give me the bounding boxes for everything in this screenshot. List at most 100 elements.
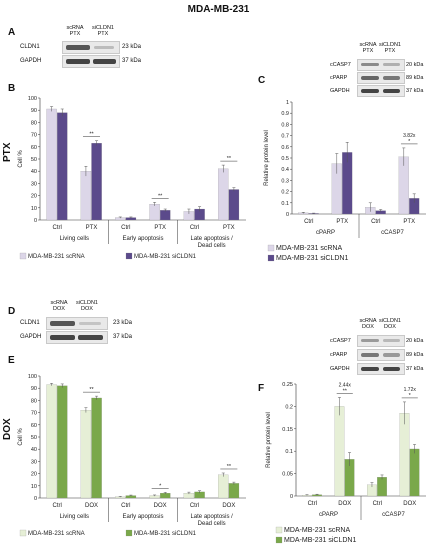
group-label: cCASP7 xyxy=(381,230,404,236)
blot-d-row1-kda: 23 kDa xyxy=(113,320,133,326)
y-axis-label: Relative protein level xyxy=(264,130,270,186)
y-tick-label: 0.25 xyxy=(282,382,293,388)
y-tick-label: 0 xyxy=(34,496,37,502)
y-tick-label: 0 xyxy=(286,212,289,218)
group-label: Early apoptosis xyxy=(122,236,163,242)
blot-a-row1-name: CLDN1 xyxy=(20,44,40,50)
x-tick-label: PTX xyxy=(154,225,166,231)
x-tick-label: Ctrl xyxy=(371,219,380,225)
blot-d-row1-image xyxy=(46,317,108,330)
blot-d-row1-name: CLDN1 xyxy=(20,320,40,326)
legend-swatch xyxy=(275,526,283,534)
x-tick-label: Ctrl xyxy=(52,503,61,509)
x-tick-label: DOX xyxy=(222,503,235,509)
y-axis-label: Cell % xyxy=(18,150,24,168)
blot-f-lane1: scRNA DOX xyxy=(359,318,377,330)
bar xyxy=(91,397,102,499)
y-tick-label: 40 xyxy=(31,447,37,453)
y-tick-label: 0 xyxy=(34,218,37,224)
y-tick-label: 0.7 xyxy=(281,134,289,140)
blot-c-row3-name: GAPDH xyxy=(330,88,350,94)
x-tick-label: Ctrl xyxy=(190,225,199,231)
blot-f: scRNA DOX siCLDN1 DOX cCASP7 20 kDa cPARP … xyxy=(330,318,435,380)
group-label: Living cells xyxy=(60,236,89,242)
fold-change-label: 3.82x xyxy=(403,133,416,139)
blot-c-row1-kda: 20 kDa xyxy=(406,62,424,68)
y-tick-label: 0.4 xyxy=(281,167,289,173)
blot-f-row1-image xyxy=(357,335,405,347)
fold-change-label: 2.44x xyxy=(339,382,352,388)
panel-label-d: D xyxy=(8,306,16,317)
y-tick-label: 0.2 xyxy=(285,404,293,410)
y-tick-label: 0.1 xyxy=(285,449,293,455)
bar xyxy=(399,413,410,497)
y-tick-label: 90 xyxy=(31,386,37,392)
x-tick-label: Ctrl xyxy=(121,503,130,509)
blot-c-lane2: siCLDN1 PTX xyxy=(378,42,401,54)
blot-a-row2-image xyxy=(62,55,120,68)
significance-marker: * xyxy=(159,483,162,489)
x-tick-label: Ctrl xyxy=(190,503,199,509)
group-label: cPARP xyxy=(319,512,338,518)
chart-e: 0 10 20 30 40 50 60 70 80 90 100 Cell % Ctrl DOX Ctrl D… xyxy=(18,374,246,537)
blot-c-row2-name: cPARP xyxy=(330,75,348,81)
bar xyxy=(149,204,160,221)
x-tick-label: Ctrl xyxy=(373,501,382,507)
significance-marker: ** xyxy=(89,132,94,138)
blot-f-row2-kda: 89 kDa xyxy=(406,352,424,358)
x-tick-label: PTX xyxy=(403,219,415,225)
legend-label: MDA-MB-231 siCLDN1 xyxy=(284,537,356,544)
y-tick-label: 70 xyxy=(31,133,37,139)
x-tick-label: Ctrl xyxy=(121,225,130,231)
blot-d-row2-kda: 37 kDa xyxy=(113,334,133,340)
blot-f-row2-name: cPARP xyxy=(330,352,348,358)
y-tick-label: 90 xyxy=(31,108,37,114)
y-tick-label: 50 xyxy=(31,157,37,163)
y-tick-label: 60 xyxy=(31,423,37,429)
blot-c-row1-image xyxy=(357,59,405,71)
blot-d-row2-image xyxy=(46,331,108,344)
significance-marker: * xyxy=(408,139,411,145)
x-tick-label: Ctrl xyxy=(308,501,317,507)
y-axis-label: Relative protein level xyxy=(266,412,272,468)
blot-c-row2-kda: 89 kDa xyxy=(406,75,424,81)
x-tick-label: DOX xyxy=(154,503,167,509)
panel-label-b: B xyxy=(8,83,16,94)
group-label: Dead cells xyxy=(198,521,226,527)
significance-marker: ** xyxy=(227,156,232,162)
y-tick-label: 0.3 xyxy=(281,178,289,184)
bar xyxy=(91,143,102,221)
bar xyxy=(57,112,68,221)
y-tick-label: 70 xyxy=(31,411,37,417)
legend-label: MDA-MB-231 scRNA xyxy=(28,531,85,537)
legend-label: MDA-MB-231 scRNA xyxy=(28,254,85,260)
blot-a-lane1: scRNA PTX xyxy=(66,25,84,37)
significance-marker: ** xyxy=(343,388,348,394)
group-label: Dead cells xyxy=(198,243,226,249)
y-tick-label: 80 xyxy=(31,398,37,404)
side-label-ptx: PTX xyxy=(2,142,13,162)
group-label: Late apoptosis / xyxy=(190,236,233,242)
blot-a-row2-kda: 37 kDa xyxy=(122,58,142,64)
blot-a-row2-name: GAPDH xyxy=(20,58,42,64)
panel-label-c: C xyxy=(258,75,266,86)
x-tick-label: Ctrl xyxy=(304,219,313,225)
significance-marker: * xyxy=(409,393,412,399)
bar xyxy=(228,189,240,221)
blot-c-row3-kda: 37 kDa xyxy=(406,88,424,94)
legend-swatch xyxy=(19,529,27,537)
y-tick-label: 20 xyxy=(31,194,37,200)
y-tick-label: 0.5 xyxy=(281,156,289,162)
figure-title: MDA-MB-231 xyxy=(187,4,250,15)
legend-swatch xyxy=(125,529,133,537)
y-tick-label: 30 xyxy=(31,459,37,465)
blot-c-row1-name: cCASP7 xyxy=(330,62,351,68)
legend-label: MDA-MB-231 siCLDN1 xyxy=(276,255,348,262)
blot-a-row1-kda: 23 kDa xyxy=(122,44,142,50)
blot-c-row3-image xyxy=(357,85,405,97)
panel-label-a: A xyxy=(8,27,16,38)
blot-f-row3-image xyxy=(357,363,405,375)
y-tick-label: 0.6 xyxy=(281,145,289,151)
legend-swatch xyxy=(267,254,275,262)
y-tick-label: 1 xyxy=(286,100,289,106)
